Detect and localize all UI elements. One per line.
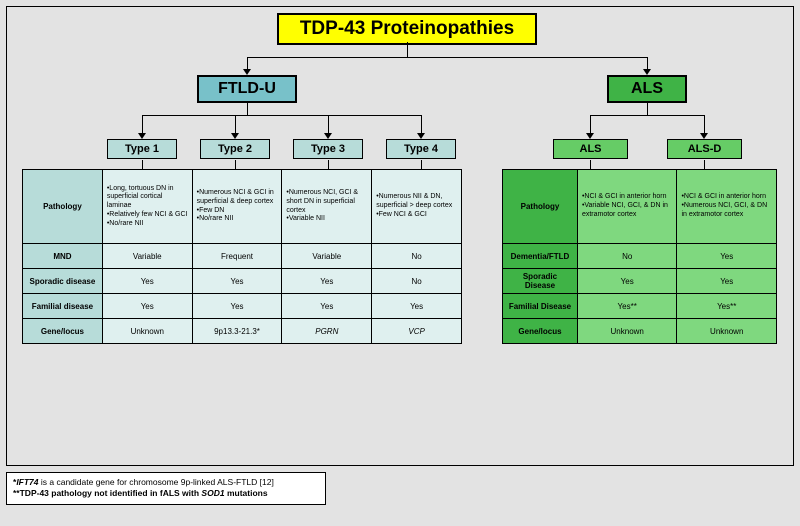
connector: [407, 42, 408, 57]
arrow-icon: [417, 133, 425, 139]
connector: [421, 115, 422, 133]
connector: [704, 160, 705, 169]
connector: [647, 103, 648, 115]
connector: [142, 115, 421, 116]
cell: VCP: [372, 319, 462, 344]
cell: •Numerous NCI, GCI & short DN in superfi…: [282, 170, 372, 244]
cell: Unknown: [577, 319, 677, 344]
cell: Yes: [282, 294, 372, 319]
als-type-1: ALS: [553, 139, 628, 159]
row-label: Familial disease: [23, 294, 103, 319]
root-node: TDP-43 Proteinopathies: [277, 13, 537, 45]
cell: Unknown: [677, 319, 777, 344]
cell: Yes**: [677, 294, 777, 319]
cell: No: [372, 244, 462, 269]
arrow-icon: [231, 133, 239, 139]
table-row: Familial disease Yes Yes Yes Yes: [23, 294, 462, 319]
arrow-icon: [586, 133, 594, 139]
cell: Yes: [677, 269, 777, 294]
connector: [328, 115, 329, 133]
ftld-table: Pathology •Long, tortuous DN in superfic…: [22, 169, 462, 344]
row-label: Pathology: [503, 170, 578, 244]
table-row: Sporadic disease Yes Yes Yes No: [23, 269, 462, 294]
connector: [704, 115, 705, 133]
connector: [421, 160, 422, 169]
cell: •Numerous NII & DN, superficial > deep c…: [372, 170, 462, 244]
table-row: Familial Disease Yes** Yes**: [503, 294, 777, 319]
connector: [142, 160, 143, 169]
cell: Unknown: [102, 319, 192, 344]
footnote-1: *IFT74 is a candidate gene for chromosom…: [13, 477, 319, 488]
connector: [247, 57, 647, 58]
cell: •NCI & GCI in anterior horn•Variable NCI…: [577, 170, 677, 244]
cell: •NCI & GCI in anterior horn•Numerous NCI…: [677, 170, 777, 244]
connector: [247, 103, 248, 115]
als-type-2: ALS-D: [667, 139, 742, 159]
chart-area: TDP-43 Proteinopathies FTLD-U ALS Type 1…: [6, 6, 794, 466]
footnote-box: *IFT74 is a candidate gene for chromosom…: [6, 472, 326, 505]
connector: [235, 115, 236, 133]
cell: Yes: [677, 244, 777, 269]
table-row: Sporadic Disease Yes Yes: [503, 269, 777, 294]
table-row: Pathology •Long, tortuous DN in superfic…: [23, 170, 462, 244]
ftld-type-4: Type 4: [386, 139, 456, 159]
row-label: Sporadic Disease: [503, 269, 578, 294]
cell: Yes: [192, 294, 282, 319]
connector: [590, 160, 591, 169]
cell: Yes: [192, 269, 282, 294]
als-node: ALS: [607, 75, 687, 103]
table-row: Gene/locus Unknown Unknown: [503, 319, 777, 344]
cell: •Numerous NCI & GCI in superficial & dee…: [192, 170, 282, 244]
cell: PGRN: [282, 319, 372, 344]
arrow-icon: [324, 133, 332, 139]
cell: Yes: [372, 294, 462, 319]
ftld-node: FTLD-U: [197, 75, 297, 103]
connector: [590, 115, 705, 116]
arrow-icon: [700, 133, 708, 139]
connector: [235, 160, 236, 169]
cell: No: [372, 269, 462, 294]
connector: [142, 115, 143, 133]
ftld-type-1: Type 1: [107, 139, 177, 159]
cell: Frequent: [192, 244, 282, 269]
cell: Yes: [577, 269, 677, 294]
connector: [247, 57, 248, 69]
cell: 9p13.3-21.3*: [192, 319, 282, 344]
row-label: Sporadic disease: [23, 269, 103, 294]
cell: No: [577, 244, 677, 269]
row-label: MND: [23, 244, 103, 269]
cell: Variable: [282, 244, 372, 269]
row-label: Gene/locus: [503, 319, 578, 344]
row-label: Gene/locus: [23, 319, 103, 344]
connector: [328, 160, 329, 169]
cell: Yes: [102, 294, 192, 319]
table-row: Gene/locus Unknown 9p13.3-21.3* PGRN VCP: [23, 319, 462, 344]
row-label: Dementia/FTLD: [503, 244, 578, 269]
cell: •Long, tortuous DN in superficial cortic…: [102, 170, 192, 244]
cell: Yes: [102, 269, 192, 294]
row-label: Familial Disease: [503, 294, 578, 319]
table-row: MND Variable Frequent Variable No: [23, 244, 462, 269]
arrow-icon: [643, 69, 651, 75]
row-label: Pathology: [23, 170, 103, 244]
connector: [647, 57, 648, 69]
cell: Yes: [282, 269, 372, 294]
outer-frame: TDP-43 Proteinopathies FTLD-U ALS Type 1…: [0, 0, 800, 526]
connector: [590, 115, 591, 133]
arrow-icon: [138, 133, 146, 139]
als-table: Pathology •NCI & GCI in anterior horn•Va…: [502, 169, 777, 344]
ftld-type-2: Type 2: [200, 139, 270, 159]
table-row: Pathology •NCI & GCI in anterior horn•Va…: [503, 170, 777, 244]
cell: Variable: [102, 244, 192, 269]
footnote-2: **TDP-43 pathology not identified in fAL…: [13, 488, 319, 499]
ftld-type-3: Type 3: [293, 139, 363, 159]
arrow-icon: [243, 69, 251, 75]
table-row: Dementia/FTLD No Yes: [503, 244, 777, 269]
cell: Yes**: [577, 294, 677, 319]
